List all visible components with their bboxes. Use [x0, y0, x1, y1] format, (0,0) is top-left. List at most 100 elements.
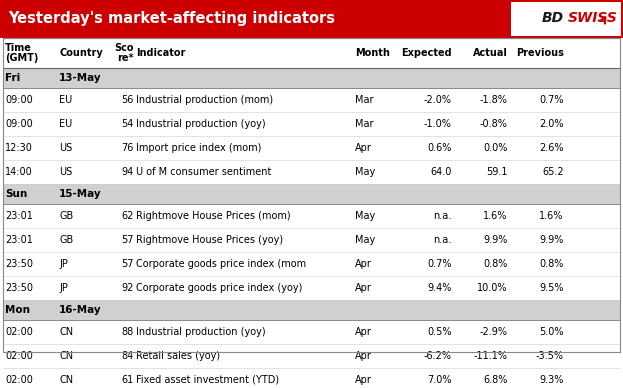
Text: Expected: Expected: [401, 48, 452, 58]
Text: U of M consumer sentiment: U of M consumer sentiment: [136, 167, 271, 177]
Bar: [3, 228, 620, 252]
Text: 09:00: 09:00: [5, 95, 33, 105]
Bar: [3, 344, 620, 368]
Text: CN: CN: [59, 351, 74, 361]
Text: 15-May: 15-May: [59, 189, 102, 199]
Text: Yesterday's market-affecting indicators: Yesterday's market-affecting indicators: [8, 12, 335, 26]
Text: Apr: Apr: [355, 283, 372, 293]
Text: 0.7%: 0.7%: [539, 95, 564, 105]
Bar: [3, 300, 620, 320]
Text: GB: GB: [59, 235, 74, 245]
Text: Fri: Fri: [5, 73, 20, 83]
Text: 2.6%: 2.6%: [539, 143, 564, 153]
Text: CN: CN: [59, 327, 74, 337]
Bar: [3, 276, 620, 300]
Text: Industrial production (yoy): Industrial production (yoy): [136, 327, 265, 337]
Text: Apr: Apr: [355, 351, 372, 361]
Text: CN: CN: [59, 375, 74, 385]
Text: Sco
re*: Sco re*: [114, 43, 134, 63]
Text: Corporate goods price index (mom: Corporate goods price index (mom: [136, 259, 306, 269]
Text: 62: 62: [121, 211, 134, 221]
Text: -2.9%: -2.9%: [480, 327, 508, 337]
Text: 9.4%: 9.4%: [427, 283, 452, 293]
Text: EU: EU: [59, 95, 72, 105]
Text: Apr: Apr: [355, 327, 372, 337]
Text: Industrial production (yoy): Industrial production (yoy): [136, 119, 265, 129]
Text: 0.8%: 0.8%: [540, 259, 564, 269]
Bar: [3, 184, 620, 204]
Text: -11.1%: -11.1%: [473, 351, 508, 361]
Text: 12:30: 12:30: [5, 143, 33, 153]
Text: May: May: [355, 235, 376, 245]
Text: 10.0%: 10.0%: [477, 283, 508, 293]
Text: 94: 94: [121, 167, 134, 177]
Text: 84: 84: [121, 351, 134, 361]
Text: 1.6%: 1.6%: [483, 211, 508, 221]
Text: 9.9%: 9.9%: [483, 235, 508, 245]
Bar: [3, 68, 620, 88]
Text: 9.5%: 9.5%: [539, 283, 564, 293]
Text: -0.8%: -0.8%: [480, 119, 508, 129]
Bar: [0, 0, 623, 38]
Text: 2.0%: 2.0%: [539, 119, 564, 129]
Text: 0.5%: 0.5%: [427, 327, 452, 337]
Bar: [3, 112, 620, 136]
Text: BD: BD: [542, 11, 564, 25]
Text: Previous: Previous: [516, 48, 564, 58]
Text: 23:50: 23:50: [5, 259, 33, 269]
Text: 64.0: 64.0: [430, 167, 452, 177]
Text: Time
(GMT): Time (GMT): [5, 43, 39, 63]
Text: Fixed asset investment (YTD): Fixed asset investment (YTD): [136, 375, 279, 385]
Text: 0.8%: 0.8%: [483, 259, 508, 269]
Text: 1.6%: 1.6%: [540, 211, 564, 221]
Text: JP: JP: [59, 283, 68, 293]
Text: Indicator: Indicator: [136, 48, 185, 58]
Bar: [3, 252, 620, 276]
Text: 16-May: 16-May: [59, 305, 102, 315]
Bar: [3, 38, 620, 352]
Text: Rightmove House Prices (mom): Rightmove House Prices (mom): [136, 211, 290, 221]
Text: 56: 56: [121, 95, 134, 105]
Text: JP: JP: [59, 259, 68, 269]
Text: 02:00: 02:00: [5, 375, 33, 385]
Text: 13-May: 13-May: [59, 73, 102, 83]
Text: 02:00: 02:00: [5, 327, 33, 337]
Text: -6.2%: -6.2%: [424, 351, 452, 361]
Text: 88: 88: [121, 327, 134, 337]
Text: 7.0%: 7.0%: [427, 375, 452, 385]
Bar: [3, 160, 620, 184]
Text: May: May: [355, 211, 376, 221]
Text: 76: 76: [121, 143, 134, 153]
Text: SWISS: SWISS: [568, 11, 618, 25]
Text: 61: 61: [121, 375, 134, 385]
Text: Sun: Sun: [5, 189, 27, 199]
Text: n.a.: n.a.: [433, 235, 452, 245]
Text: 0.0%: 0.0%: [483, 143, 508, 153]
Text: US: US: [59, 167, 72, 177]
Text: 6.8%: 6.8%: [483, 375, 508, 385]
Text: Country: Country: [59, 48, 103, 58]
Text: 57: 57: [121, 259, 134, 269]
Text: -3.5%: -3.5%: [536, 351, 564, 361]
Text: 0.7%: 0.7%: [427, 259, 452, 269]
Text: May: May: [355, 167, 376, 177]
Text: EU: EU: [59, 119, 72, 129]
Text: Rightmove House Prices (yoy): Rightmove House Prices (yoy): [136, 235, 283, 245]
Text: n.a.: n.a.: [433, 211, 452, 221]
Text: 92: 92: [121, 283, 134, 293]
Bar: [3, 38, 620, 68]
Text: Import price index (mom): Import price index (mom): [136, 143, 261, 153]
Text: 65.2: 65.2: [542, 167, 564, 177]
Text: Actual: Actual: [473, 48, 508, 58]
Text: Retail sales (yoy): Retail sales (yoy): [136, 351, 220, 361]
Text: 23:50: 23:50: [5, 283, 33, 293]
Bar: [3, 368, 620, 388]
Text: 54: 54: [121, 119, 134, 129]
Text: 57: 57: [121, 235, 134, 245]
Bar: [3, 136, 620, 160]
Text: 09:00: 09:00: [5, 119, 33, 129]
Bar: [3, 320, 620, 344]
Text: 23:01: 23:01: [5, 235, 33, 245]
Text: Mar: Mar: [355, 119, 374, 129]
Text: 02:00: 02:00: [5, 351, 33, 361]
